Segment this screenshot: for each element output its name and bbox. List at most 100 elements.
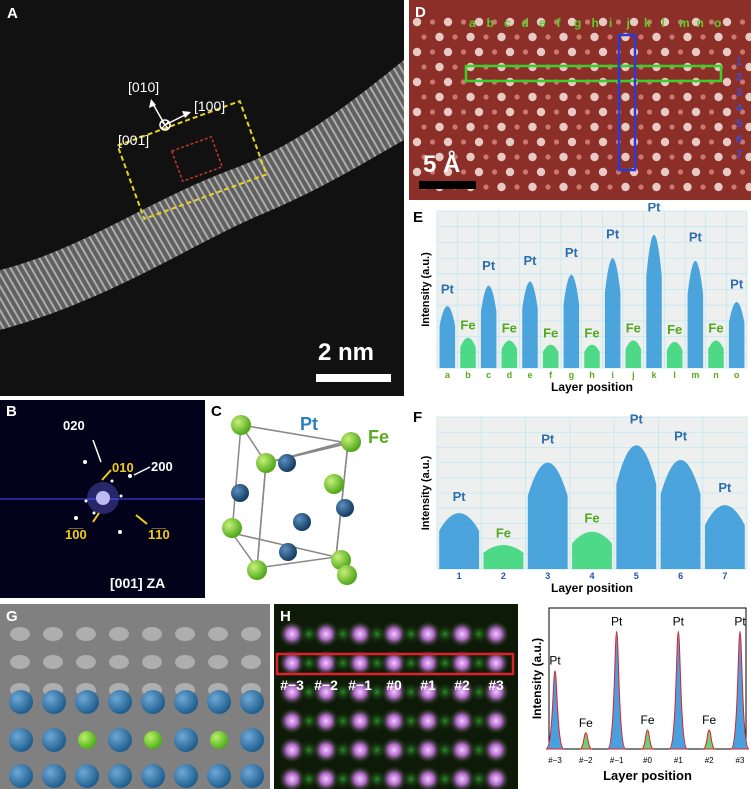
peak <box>579 732 593 750</box>
peak-label: Pt <box>482 258 496 273</box>
spot-100: 1̅0̅0 <box>65 527 87 542</box>
column-label: b <box>487 16 494 30</box>
tick-label: #−1 <box>610 756 624 765</box>
bar <box>604 258 621 368</box>
position-label: #3 <box>488 677 504 693</box>
panel-e: Pt a Fe b Pt c Fe d Pt e Fe f Pt g Fe h Pt i Fe j Pt k Fe l Pt m F… <box>409 203 751 399</box>
tick-label: l <box>673 370 676 380</box>
pt-atom <box>75 764 99 788</box>
bar <box>460 337 476 368</box>
peak <box>545 670 565 750</box>
pt-atom <box>108 690 132 714</box>
bar <box>522 281 538 368</box>
tick-label: #−3 <box>548 756 562 765</box>
peak-label: Pt <box>734 615 746 629</box>
tick-label: 2 <box>501 571 506 581</box>
position-label: #−1 <box>348 677 372 693</box>
tick-label: 6 <box>678 571 683 581</box>
tick-label: #−2 <box>579 756 593 765</box>
x-axis-label: Layer position <box>551 380 633 394</box>
scale-label: 5 Å <box>423 150 460 178</box>
green-box <box>464 64 723 83</box>
panel-h-profile: Pt #−3 Fe #−2 Pt #−1 Fe #0 Pt #1 Fe #2 Pt #3 Layer pos… <box>521 604 751 789</box>
peak-label: Fe <box>584 325 599 340</box>
tick-label: a <box>445 370 451 380</box>
x-axis-label: Layer position <box>603 768 692 783</box>
fe-atom <box>78 731 96 749</box>
red-box <box>170 135 224 183</box>
tick-label: i <box>611 370 614 380</box>
y-axis-label: Intensity (a.u.) <box>530 638 544 719</box>
column-label: l <box>662 16 665 30</box>
bar <box>439 513 480 569</box>
pt-atom <box>240 728 264 752</box>
bar <box>616 445 657 569</box>
panel-g: G <box>0 604 270 789</box>
simulated-image-h: #−3 #−2 #−1 #0 #1 #2 #3 <box>275 621 515 789</box>
scale-label: 2 nm <box>318 339 374 366</box>
bar <box>439 306 456 368</box>
tick-label: m <box>691 370 699 380</box>
peak-label: Pt <box>606 226 620 241</box>
red-box <box>275 652 515 676</box>
tick-label: o <box>734 370 740 380</box>
tick-label: d <box>507 370 512 380</box>
position-label: #−2 <box>314 677 338 693</box>
chart-e: Pt a Fe b Pt c Fe d Pt e Fe f Pt g Fe h Pt i Fe j Pt k Fe l Pt m F… <box>420 203 748 394</box>
axis-origin-icon <box>159 119 171 131</box>
fft-pattern: 020 010 200 1̅1̅0 1̅0̅0 [001] ZA <box>0 418 205 591</box>
peak-label: Pt <box>718 480 732 495</box>
bar <box>708 340 724 368</box>
tick-label: h <box>589 370 595 380</box>
row-label: 1 <box>736 56 742 68</box>
tick-label: 4 <box>589 571 594 581</box>
panel-b: 020 010 200 1̅1̅0 1̅0̅0 [001] ZA B <box>0 400 205 598</box>
peak-label: Pt <box>611 615 623 629</box>
column-label: h <box>592 16 599 30</box>
pt-atom <box>108 764 132 788</box>
row-label: 7 <box>736 149 742 161</box>
bar <box>483 545 524 569</box>
peak-label: Pt <box>453 489 467 504</box>
unit-cell-diagram: Pt Fe <box>222 414 389 585</box>
tick-label: 5 <box>634 571 639 581</box>
position-label: #1 <box>420 677 436 693</box>
position-label: #0 <box>386 677 402 693</box>
peak-label: Fe <box>702 713 716 727</box>
panel-a: [010] [100] [001] 2 nm A <box>0 0 404 396</box>
peak-label: Pt <box>524 253 538 268</box>
bar <box>660 459 701 569</box>
panel-label: E <box>413 209 424 226</box>
peak-label: Pt <box>549 654 561 668</box>
bar <box>704 505 745 569</box>
tick-label: n <box>713 370 719 380</box>
tick-label: g <box>569 370 575 380</box>
peak-label: Pt <box>648 203 662 215</box>
tick-label: #2 <box>705 756 714 765</box>
panel-f: Pt 1 Fe 2 Pt 3 Fe 4 Pt 5 Pt 6 Pt 7 Layer position Inten… <box>409 403 751 599</box>
peak-label: Fe <box>626 321 641 336</box>
bar <box>542 344 559 368</box>
panel-label: D <box>415 4 426 21</box>
column-label: j <box>626 16 630 30</box>
peak-label: Pt <box>565 245 579 260</box>
bar <box>625 340 642 368</box>
pt-atom <box>240 690 264 714</box>
panel-c: Pt Fe C <box>207 400 405 598</box>
panel-h: #−3 #−2 #−1 #0 #1 #2 #3 H <box>274 604 518 789</box>
pt-atom <box>42 690 66 714</box>
column-label: g <box>574 16 581 30</box>
fe-atom <box>210 731 228 749</box>
panel-label: H <box>280 608 291 625</box>
peak-label: Fe <box>502 321 517 336</box>
column-label: a <box>469 16 476 30</box>
zone-axis: [001] ZA <box>110 575 165 591</box>
peak-label: Fe <box>460 317 475 332</box>
blue-box <box>617 33 637 172</box>
bar <box>480 285 497 368</box>
arrow-100 <box>164 114 186 126</box>
pt-atom <box>75 690 99 714</box>
pt-atom <box>9 764 33 788</box>
panel-label: A <box>7 5 18 22</box>
row-label: 3 <box>736 87 742 99</box>
